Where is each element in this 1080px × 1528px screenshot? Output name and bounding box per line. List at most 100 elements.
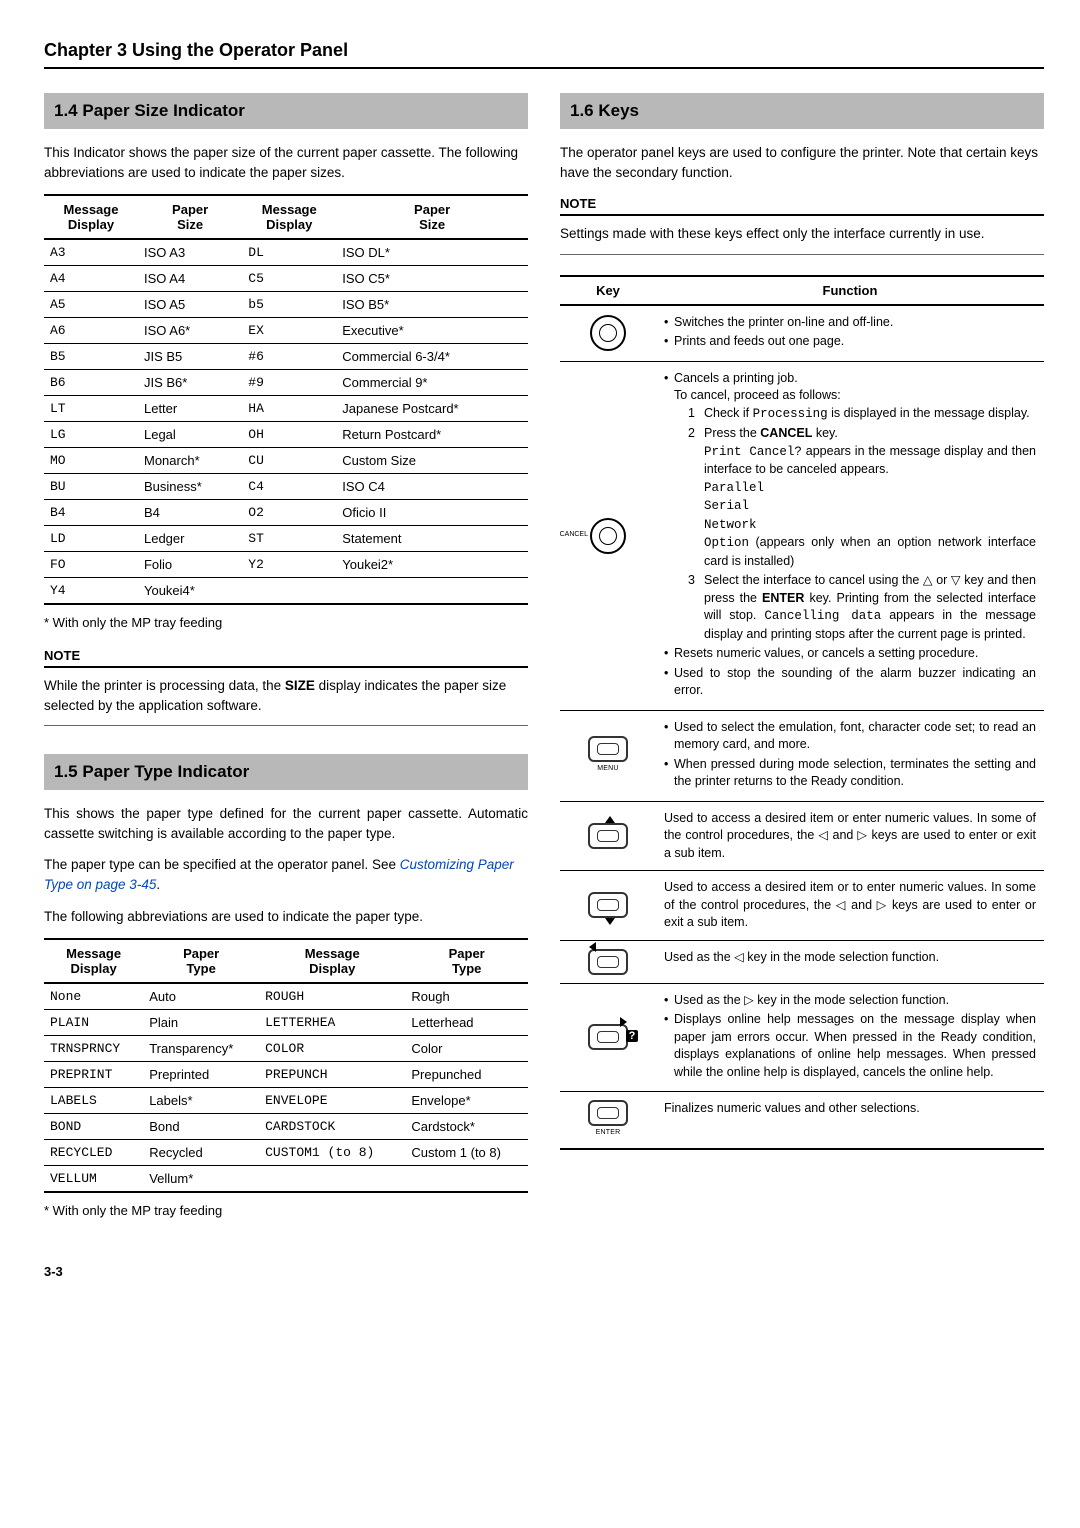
- table-row: A6ISO A6*EXExecutive*: [44, 318, 528, 344]
- table-row: PREPRINTPreprintedPREPUNCHPrepunched: [44, 1062, 528, 1088]
- table-cell: Bond: [143, 1114, 259, 1140]
- table-cell: ROUGH: [259, 983, 405, 1010]
- table-cell: LABELS: [44, 1088, 143, 1114]
- p2-lead: The paper type can be specified at the o…: [44, 857, 400, 872]
- table-cell: B5: [44, 344, 138, 370]
- note-header-2: NOTE: [560, 196, 1044, 216]
- table-cell: TRNSPRNCY: [44, 1036, 143, 1062]
- cancel-bullet-1: Cancels a printing job. To cancel, proce…: [664, 370, 1036, 644]
- keys-th-key: Key: [560, 276, 656, 305]
- table-row: B4B4O2Oficio II: [44, 500, 528, 526]
- table-header: PaperSize: [138, 195, 242, 239]
- fn-cell-down: Used to access a desired item or to ente…: [656, 871, 1044, 941]
- table-cell: Transparency*: [143, 1036, 259, 1062]
- section-1-6-intro: The operator panel keys are used to conf…: [560, 143, 1044, 182]
- table-cell: [336, 578, 528, 605]
- table-header: MessageDisplay: [259, 939, 405, 983]
- table-cell: Custom 1 (to 8): [405, 1140, 528, 1166]
- section-1-5-p2: The paper type can be specified at the o…: [44, 855, 528, 894]
- table-cell: ISO A4: [138, 266, 242, 292]
- section-1-4-intro: This Indicator shows the paper size of t…: [44, 143, 528, 182]
- table-cell: CARDSTOCK: [259, 1114, 405, 1140]
- table-row: FOFolioY2Youkei2*: [44, 552, 528, 578]
- page: Chapter 3 Using the Operator Panel 1.4 P…: [0, 0, 1080, 1303]
- table-cell: Custom Size: [336, 448, 528, 474]
- table-cell: None: [44, 983, 143, 1010]
- table-cell: PLAIN: [44, 1010, 143, 1036]
- keys-table: Key Function Switche: [560, 275, 1044, 1150]
- table-cell: ISO B5*: [336, 292, 528, 318]
- two-column-layout: 1.4 Paper Size Indicator This Indicator …: [44, 93, 1044, 1236]
- fn-cell-up: Used to access a desired item or enter n…: [656, 801, 1044, 871]
- chapter-header: Chapter 3 Using the Operator Panel: [44, 40, 1044, 69]
- table-cell: ISO C4: [336, 474, 528, 500]
- go-key-icon: [590, 315, 626, 351]
- table-cell: Vellum*: [143, 1166, 259, 1193]
- table-header: PaperSize: [336, 195, 528, 239]
- table-cell: Commercial 9*: [336, 370, 528, 396]
- key-cell-cancel: CANCEL: [560, 361, 656, 710]
- table-cell: A3: [44, 239, 138, 266]
- table-row: BONDBondCARDSTOCKCardstock*: [44, 1114, 528, 1140]
- right-b1: Used as the ▷ key in the mode selection …: [664, 992, 1036, 1010]
- table-row: PLAINPlainLETTERHEALetterhead: [44, 1010, 528, 1036]
- table-row: A3ISO A3DLISO DL*: [44, 239, 528, 266]
- right-b2: Displays online help messages on the mes…: [664, 1011, 1036, 1081]
- table-cell: ST: [242, 526, 336, 552]
- section-1-5-p1: This shows the paper type defined for th…: [44, 804, 528, 843]
- table-cell: [242, 578, 336, 605]
- key-cell-go: [560, 305, 656, 362]
- note-body: While the printer is processing data, th…: [44, 676, 528, 726]
- table-row: LDLedgerSTStatement: [44, 526, 528, 552]
- key-cell-right: ?: [560, 983, 656, 1092]
- table-cell: Envelope*: [405, 1088, 528, 1114]
- table-cell: VELLUM: [44, 1166, 143, 1193]
- table-cell: PREPRINT: [44, 1062, 143, 1088]
- table-row: LABELSLabels*ENVELOPEEnvelope*: [44, 1088, 528, 1114]
- table-header: PaperType: [143, 939, 259, 983]
- table-cell: Legal: [138, 422, 242, 448]
- table-cell: Japanese Postcard*: [336, 396, 528, 422]
- table-cell: ISO A3: [138, 239, 242, 266]
- menu-b1: Used to select the emulation, font, char…: [664, 719, 1036, 754]
- table-cell: Prepunched: [405, 1062, 528, 1088]
- fn-cell-menu: Used to select the emulation, font, char…: [656, 710, 1044, 801]
- table-header: MessageDisplay: [44, 195, 138, 239]
- table-cell: COLOR: [259, 1036, 405, 1062]
- table-cell: Business*: [138, 474, 242, 500]
- table-cell: EX: [242, 318, 336, 344]
- table-row: A5ISO A5b5ISO B5*: [44, 292, 528, 318]
- cancel-label: CANCEL: [560, 530, 588, 540]
- p2-tail: .: [156, 877, 160, 892]
- cancel-bullet-2: Resets numeric values, or cancels a sett…: [664, 645, 1036, 663]
- table-cell: Labels*: [143, 1088, 259, 1114]
- table-cell: Oficio II: [336, 500, 528, 526]
- table-cell: Letterhead: [405, 1010, 528, 1036]
- table-cell: b5: [242, 292, 336, 318]
- table-row: LTLetterHAJapanese Postcard*: [44, 396, 528, 422]
- help-icon: ?: [626, 1030, 638, 1042]
- table-cell: B4: [138, 500, 242, 526]
- table-cell: Plain: [143, 1010, 259, 1036]
- table-cell: Executive*: [336, 318, 528, 344]
- up-key-icon: [588, 823, 628, 849]
- note-body-2: Settings made with these keys effect onl…: [560, 224, 1044, 255]
- table-cell: LD: [44, 526, 138, 552]
- table-cell: [405, 1166, 528, 1193]
- table-cell: CUSTOM1 (to 8): [259, 1140, 405, 1166]
- cancel-step-3: 3Select the interface to cancel using th…: [688, 572, 1036, 643]
- key-cell-up: [560, 801, 656, 871]
- table-cell: A4: [44, 266, 138, 292]
- table-cell: ISO DL*: [336, 239, 528, 266]
- table-cell: ISO A6*: [138, 318, 242, 344]
- table-cell: C4: [242, 474, 336, 500]
- page-number: 3-3: [44, 1264, 1044, 1279]
- table-cell: JIS B6*: [138, 370, 242, 396]
- table-cell: HA: [242, 396, 336, 422]
- table-row: NoneAutoROUGHRough: [44, 983, 528, 1010]
- key-cell-enter: ENTER: [560, 1092, 656, 1149]
- table-row: VELLUMVellum*: [44, 1166, 528, 1193]
- paper-size-table: MessageDisplayPaperSizeMessageDisplayPap…: [44, 194, 528, 605]
- table-cell: Y2: [242, 552, 336, 578]
- table-cell: Ledger: [138, 526, 242, 552]
